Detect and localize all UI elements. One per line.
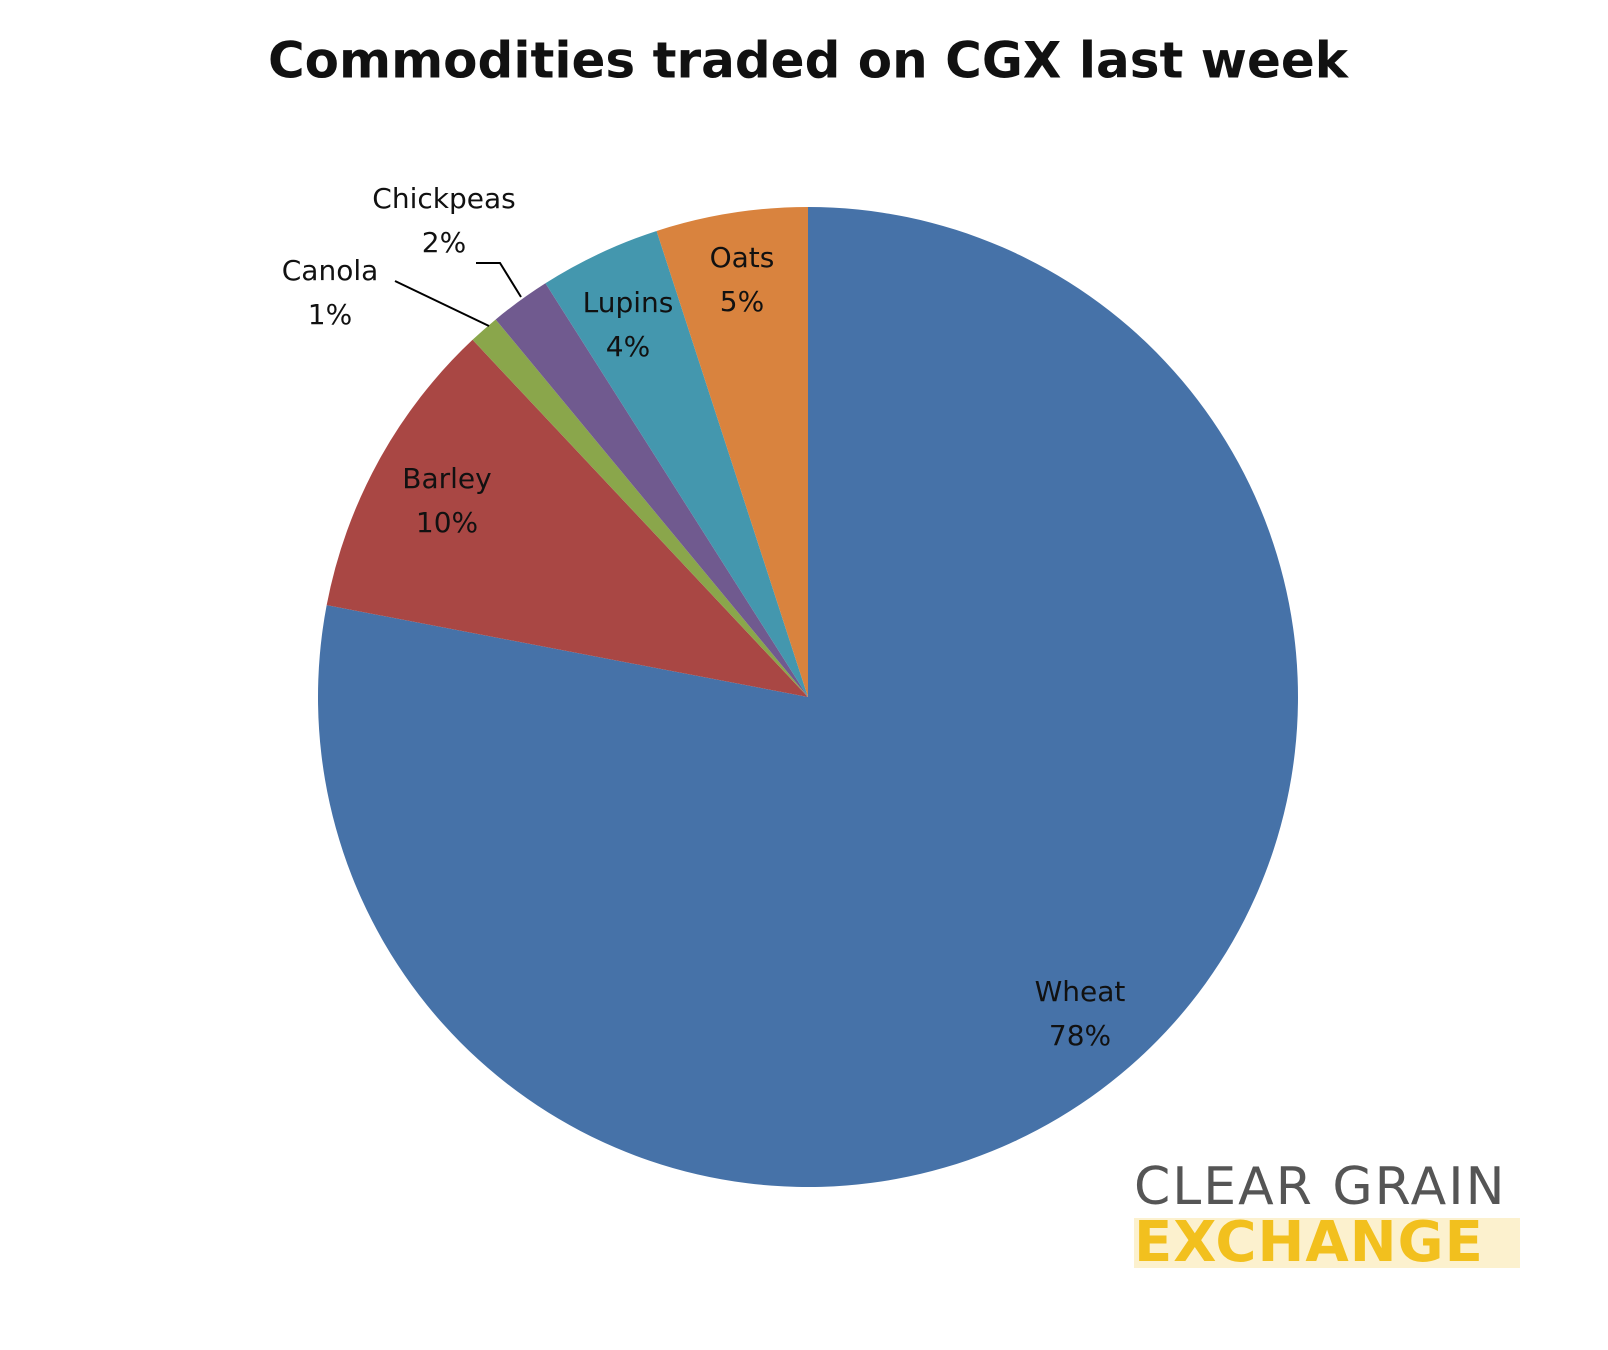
- slice-value-label: 5%: [720, 285, 764, 318]
- slice-label: Oats: [710, 241, 775, 274]
- slice-value-label: 10%: [416, 506, 478, 539]
- pie-slice: [318, 207, 1298, 1188]
- pie-slice: [495, 283, 808, 697]
- slice-label: Wheat: [1035, 975, 1126, 1008]
- pie-slice: [472, 319, 808, 697]
- slice-value-label: 78%: [1049, 1019, 1111, 1052]
- slice-label: Canola: [282, 254, 379, 287]
- logo-band: [1134, 1218, 1520, 1268]
- logo-line1: CLEAR GRAIN: [1134, 1157, 1507, 1217]
- slice-label: Barley: [402, 462, 491, 495]
- chart-title: Commodities traded on CGX last week: [268, 32, 1350, 90]
- slice-value-label: 2%: [422, 226, 466, 259]
- pie-slice: [326, 339, 808, 697]
- leader-line: [394, 280, 490, 327]
- slice-value-label: 1%: [308, 298, 352, 331]
- pie-slice: [545, 230, 808, 697]
- logo-line2: EXCHANGE: [1134, 1210, 1484, 1275]
- slice-label: Chickpeas: [372, 182, 515, 215]
- slice-value-label: 4%: [606, 330, 650, 363]
- leader-line: [476, 262, 522, 298]
- pie-slice: [656, 207, 808, 697]
- slice-label: Lupins: [583, 286, 674, 319]
